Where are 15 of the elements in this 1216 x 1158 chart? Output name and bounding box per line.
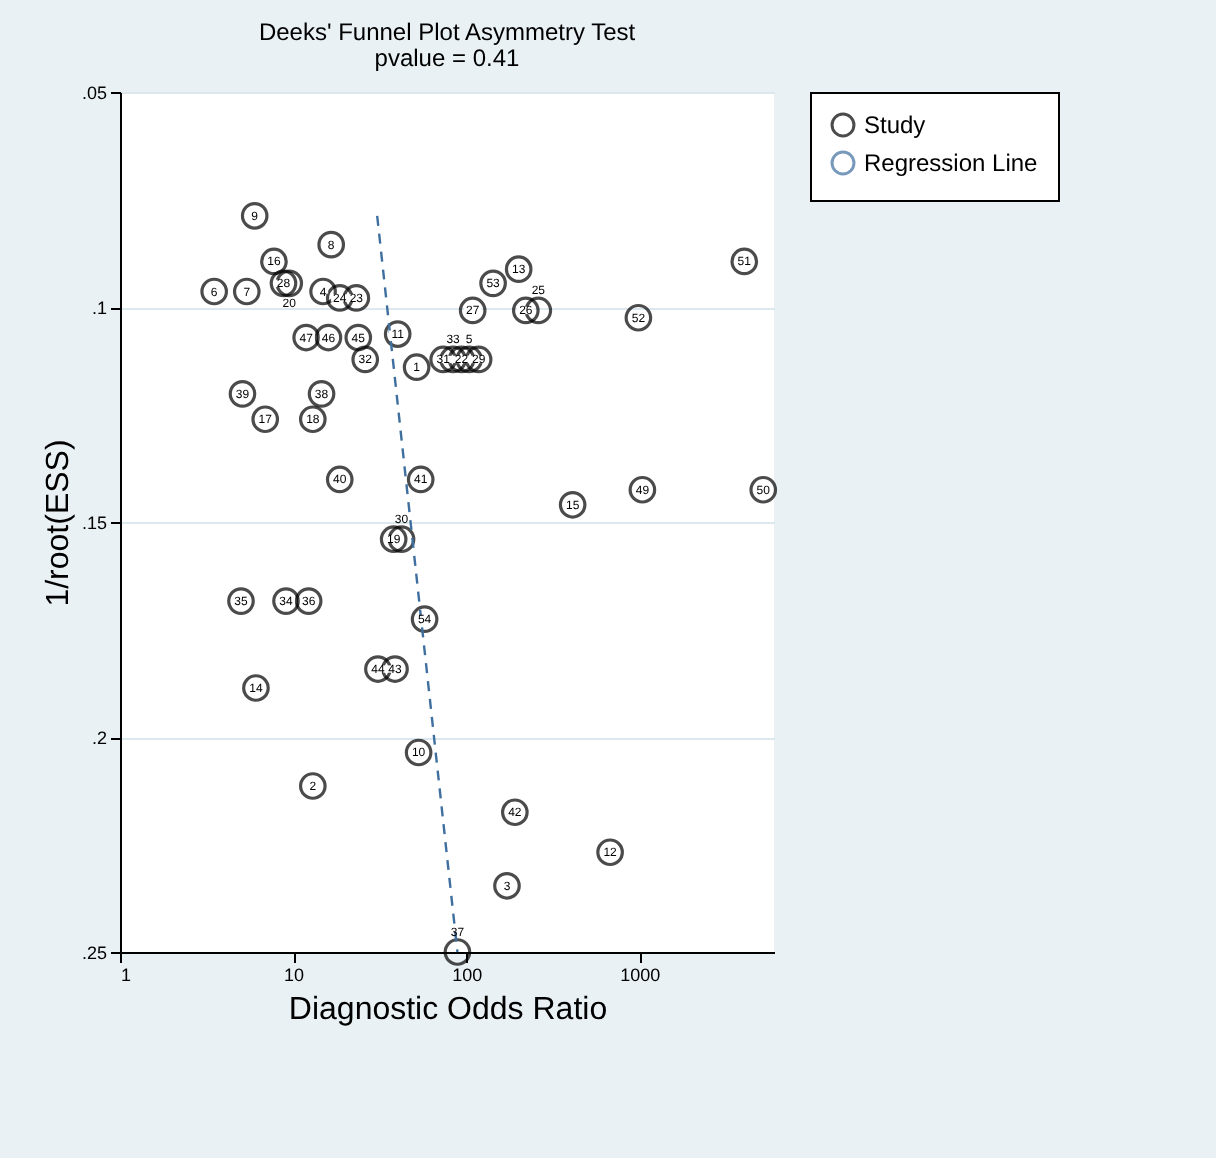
y-tick-label: .15: [81, 513, 107, 533]
x-axis-title: Diagnostic Odds Ratio: [288, 993, 608, 1027]
legend-label: Study: [864, 111, 926, 139]
y-tick-label: .2: [91, 728, 107, 748]
x-tick-label: 1000: [620, 965, 661, 985]
x-tick-label: 1: [121, 965, 132, 985]
x-tick-label: 10: [284, 965, 305, 985]
y-tick-label: .25: [81, 943, 107, 963]
legend-label: Regression Line: [864, 149, 1039, 177]
x-tick-label: 100: [452, 965, 483, 985]
chart-subtitle: pvalue = 0.41: [374, 44, 521, 72]
y-tick-label: .1: [91, 298, 107, 318]
y-axis-title: 1/root(ESS): [41, 439, 76, 607]
y-tick-label: .05: [81, 83, 107, 103]
chart-title: Deeks' Funnel Plot Asymmetry Test: [258, 18, 637, 46]
